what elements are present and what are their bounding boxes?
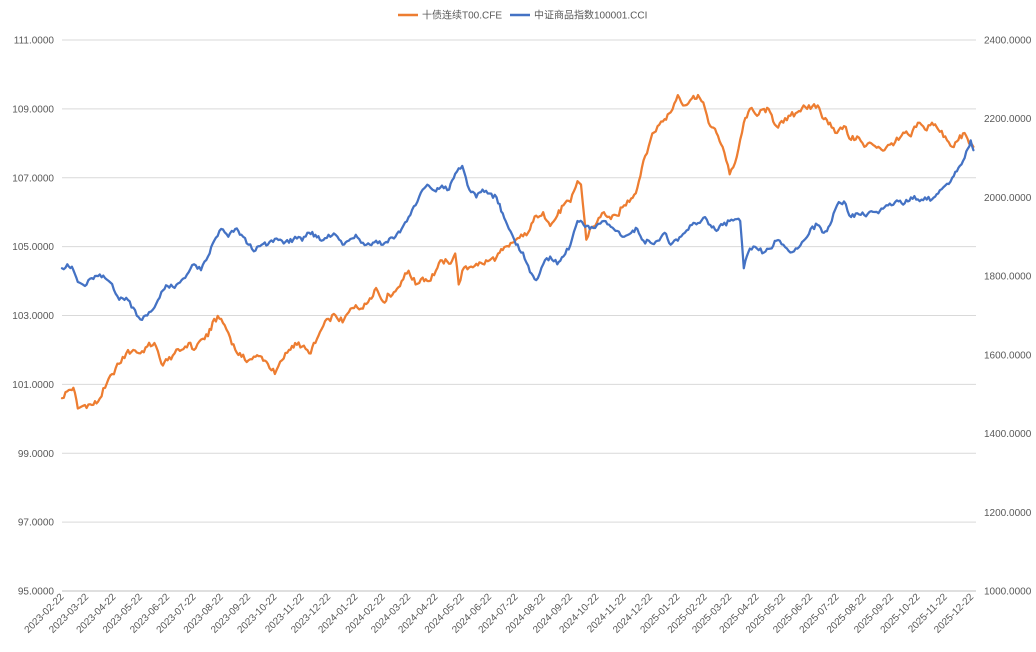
left-y-tick-label: 107.0000 <box>12 173 54 184</box>
left-y-tick-label: 95.0000 <box>18 587 55 598</box>
legend-label-commodity-index: 中证商品指数100001.CCI <box>534 9 647 22</box>
legend-label-bond-futures: 十债连续T00.CFE <box>422 9 502 22</box>
right-y-tick-label: 2200.0000 <box>984 114 1032 125</box>
right-y-tick-label: 2400.0000 <box>984 36 1032 47</box>
series-line-commodity-index <box>60 139 975 322</box>
left-y-tick-label: 109.0000 <box>12 104 54 115</box>
left-y-axis: 95.0000 97.0000 99.0000 101.0000 103.0000 105… <box>12 36 54 598</box>
gridlines <box>62 39 976 592</box>
right-y-tick-label: 1000.0000 <box>984 587 1032 598</box>
left-y-tick-label: 111.0000 <box>14 36 55 47</box>
left-y-tick-label: 97.0000 <box>18 518 55 529</box>
right-y-tick-label: 1600.0000 <box>984 350 1032 361</box>
right-y-tick-label: 1800.0000 <box>984 272 1032 283</box>
right-y-tick-label: 1200.0000 <box>984 508 1032 519</box>
left-y-tick-label: 103.0000 <box>12 311 54 322</box>
left-y-tick-label: 99.0000 <box>18 449 55 460</box>
left-y-tick-label: 105.0000 <box>12 242 54 253</box>
left-y-tick-label: 101.0000 <box>12 380 54 391</box>
series-lines <box>60 93 975 410</box>
right-y-axis: 1000.0000 1200.0000 1400.0000 1600.0000 1800… <box>984 36 1032 598</box>
right-y-tick-label: 1400.0000 <box>984 429 1032 440</box>
x-axis: 2023-02-222023-03-222023-04-222023-05-22… <box>23 592 977 636</box>
series-line-bond-futures <box>60 93 975 410</box>
legend: 十债连续T00.CFE 中证商品指数100001.CCI <box>398 9 647 22</box>
right-y-tick-label: 2000.0000 <box>984 193 1032 204</box>
